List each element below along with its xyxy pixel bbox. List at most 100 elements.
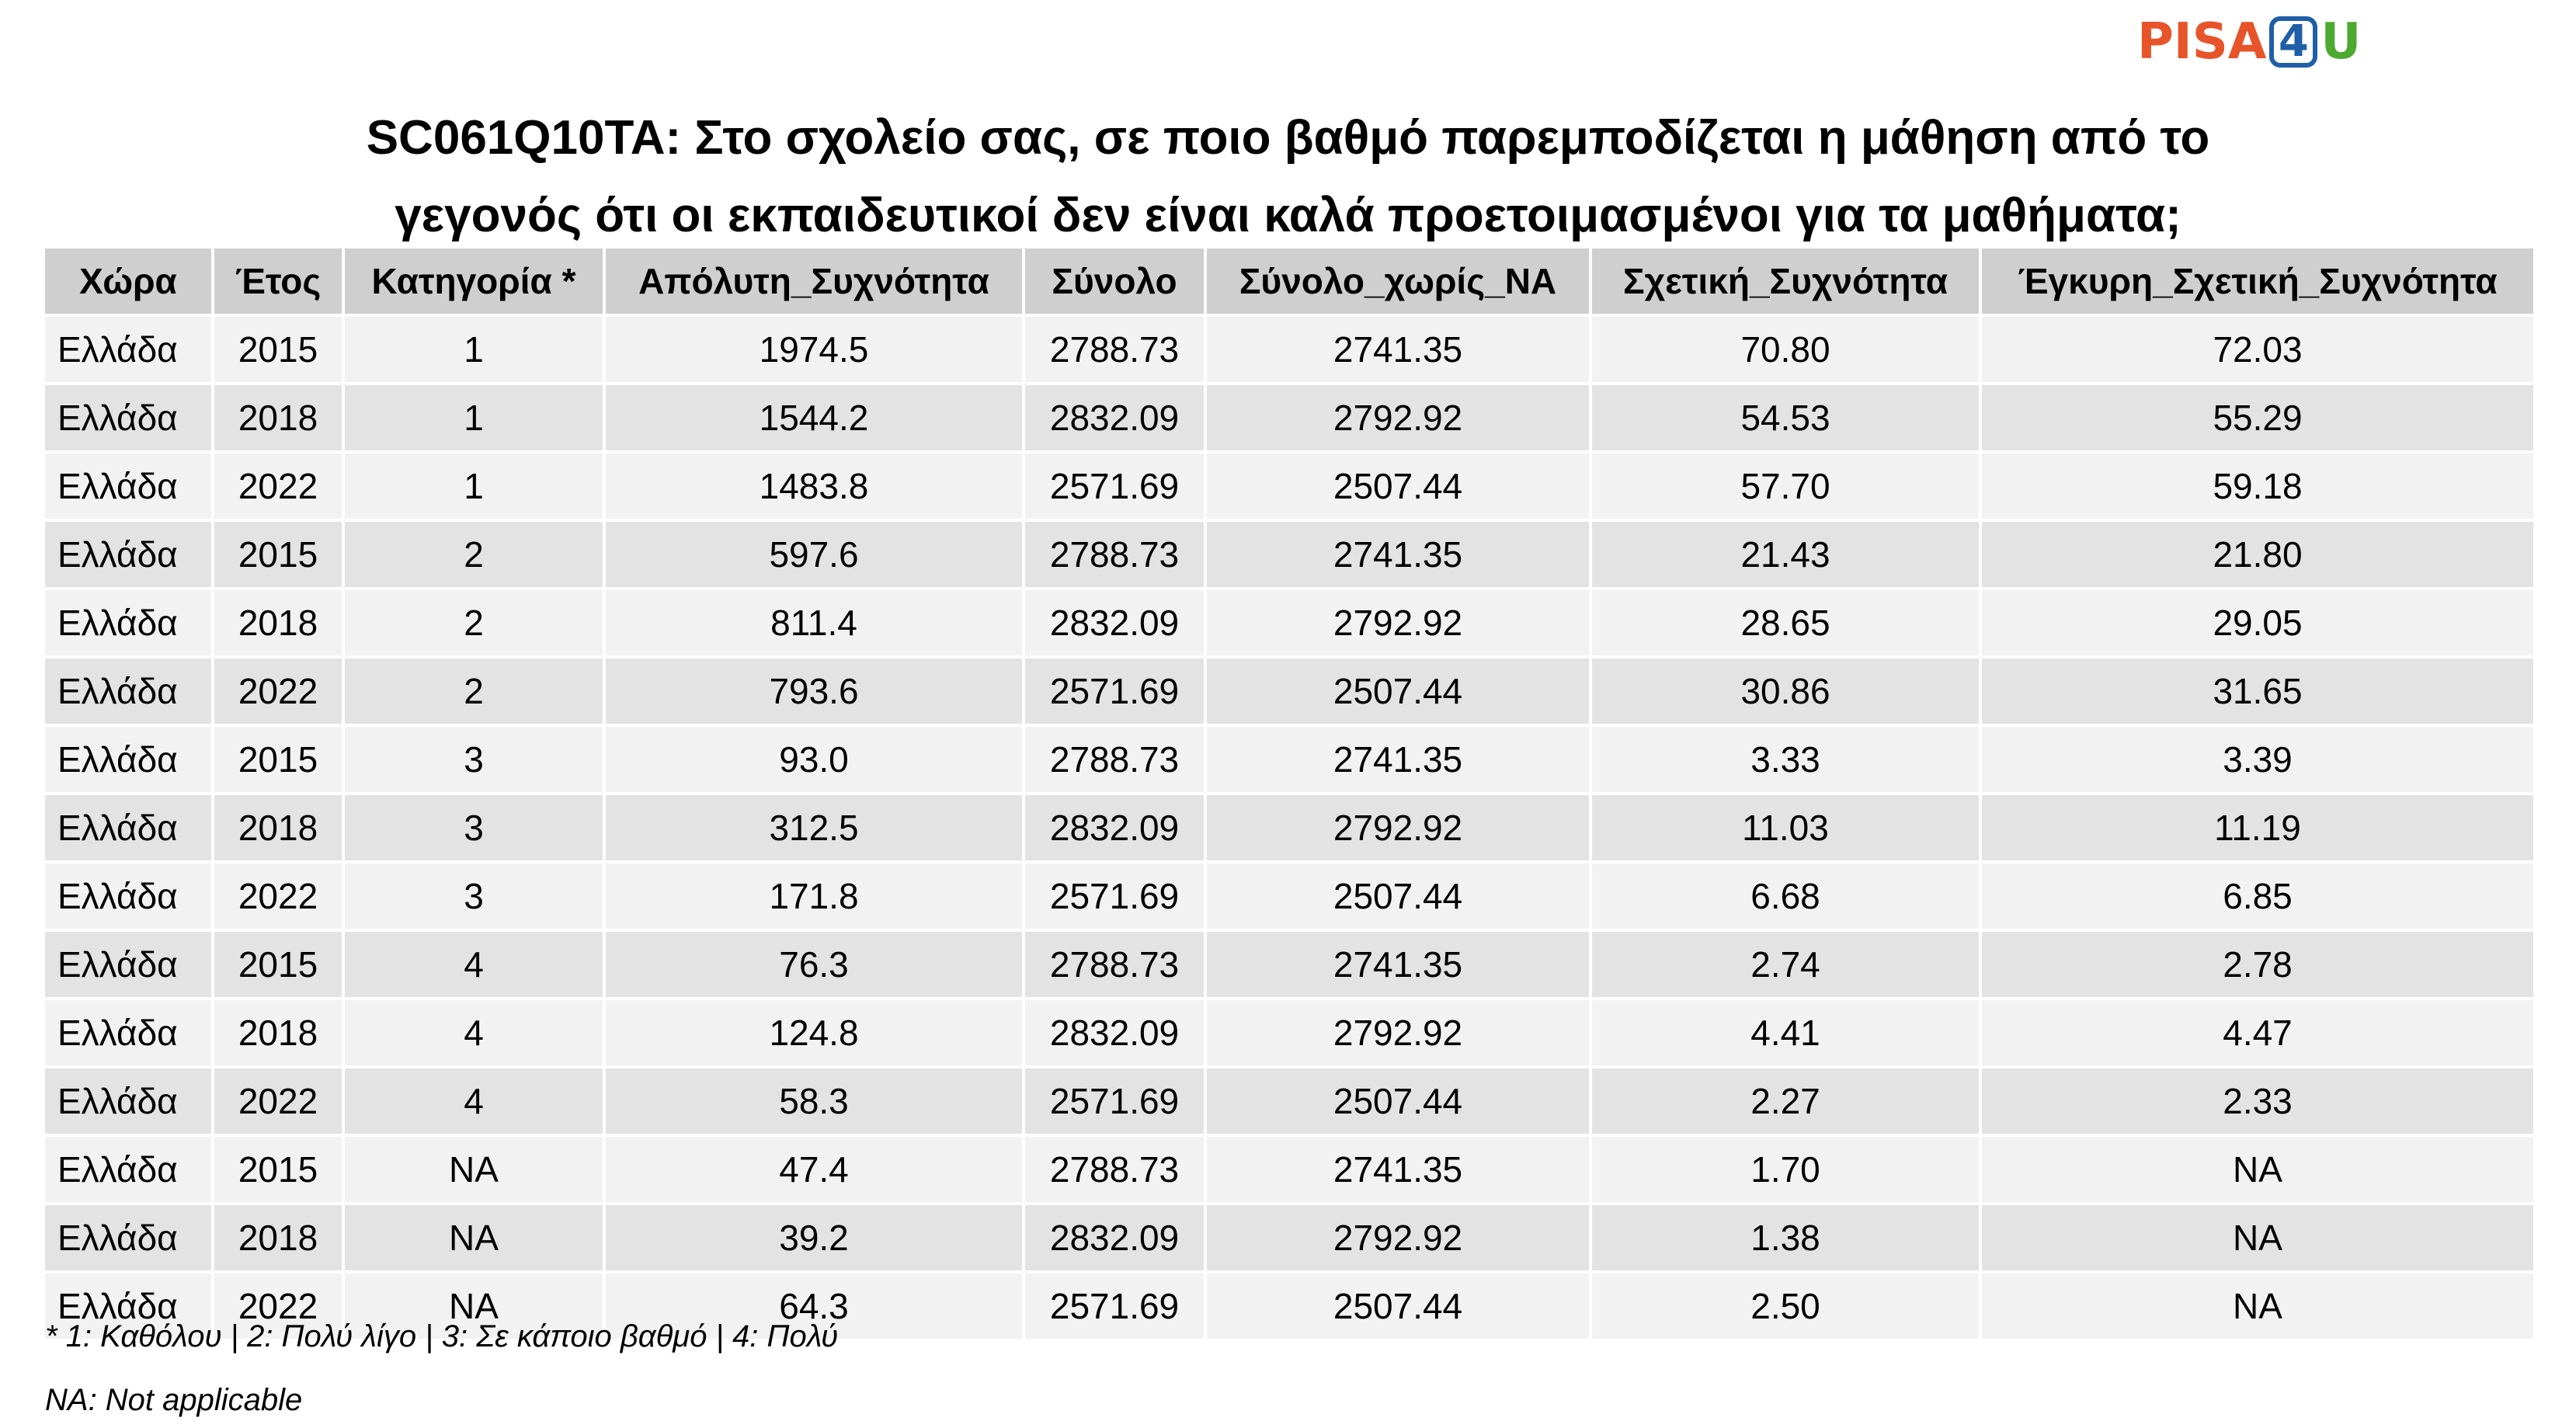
- table-cell-total-without-na: 2741.35: [1205, 315, 1592, 385]
- table-cell-valid-relative-frequency: 59.18: [1980, 452, 2533, 522]
- table-cell-total: 2571.69: [1024, 1272, 1207, 1342]
- table-cell-country: Ελλάδα: [45, 384, 214, 453]
- table-cell-country: Ελλάδα: [45, 589, 214, 658]
- table-cell-total-without-na: 2792.92: [1205, 1204, 1592, 1273]
- table-body: Ελλάδα 2015 1 1974.5 2788.73 2741.35 70.80 72.0…: [45, 315, 2533, 1342]
- table-cell-absolute-frequency: 811.4: [604, 589, 1025, 658]
- table-cell-category: 1: [343, 315, 606, 385]
- table-cell-valid-relative-frequency: 72.03: [1980, 315, 2533, 385]
- table-cell-absolute-frequency: 76.3: [604, 930, 1025, 1000]
- table-cell-country: Ελλάδα: [45, 930, 214, 1000]
- table-cell-relative-frequency: 21.43: [1590, 520, 1982, 590]
- table-cell-relative-frequency: 1.38: [1590, 1204, 1982, 1273]
- table-cell-year: 2015: [213, 520, 345, 590]
- table-cell-relative-frequency: 54.53: [1590, 384, 1982, 453]
- column-header-relative-frequency: Σχετική_Συχνότητα: [1590, 248, 1982, 317]
- table-cell-absolute-frequency: 793.6: [604, 657, 1025, 727]
- table-row: Ελλάδα 2015 4 76.3 2788.73 2741.35 2.74 2.78: [45, 930, 2533, 1000]
- table-cell-total-without-na: 2507.44: [1205, 657, 1592, 727]
- table-cell-year: 2015: [213, 725, 345, 795]
- table-cell-absolute-frequency: 1974.5: [604, 315, 1025, 385]
- table-cell-country: Ελλάδα: [45, 1272, 214, 1342]
- table-row: Ελλάδα 2018 1 1544.2 2832.09 2792.92 54.53 55.2…: [45, 384, 2533, 453]
- table-cell-year: 2015: [213, 1135, 345, 1205]
- table-cell-relative-frequency: 70.80: [1590, 315, 1982, 385]
- table-cell-valid-relative-frequency: NA: [1980, 1135, 2533, 1205]
- table-row: Ελλάδα 2022 3 171.8 2571.69 2507.44 6.68 6.85: [45, 862, 2533, 932]
- table-cell-year: 2018: [213, 794, 345, 863]
- table-cell-valid-relative-frequency: 29.05: [1980, 589, 2533, 658]
- table-cell-relative-frequency: 4.41: [1590, 999, 1982, 1068]
- table-cell-valid-relative-frequency: 2.78: [1980, 930, 2533, 1000]
- title-line-2: γεγονός ότι οι εκπαιδευτικοί δεν είναι κ…: [395, 189, 2181, 242]
- table-cell-relative-frequency: 57.70: [1590, 452, 1982, 522]
- table-row: Ελλάδα 2022 2 793.6 2571.69 2507.44 30.86 31.65: [45, 657, 2533, 727]
- table-cell-year: 2015: [213, 930, 345, 1000]
- table-cell-category: 3: [343, 725, 606, 795]
- frequency-table: Χώρα Έτος Κατηγορία * Απόλυτη_Συχνότητα Σύνο…: [45, 248, 2533, 1342]
- table-cell-absolute-frequency: 47.4: [604, 1135, 1025, 1205]
- table-cell-total-without-na: 2507.44: [1205, 452, 1592, 522]
- table-row: Ελλάδα 2022 NA 64.3 2571.69 2507.44 2.50 NA: [45, 1272, 2533, 1342]
- table-cell-relative-frequency: 1.70: [1590, 1135, 1982, 1205]
- table-cell-absolute-frequency: 1483.8: [604, 452, 1025, 522]
- table-row: Ελλάδα 2015 1 1974.5 2788.73 2741.35 70.80 72.0…: [45, 315, 2533, 385]
- logo-pisa-text: PISA: [2137, 13, 2267, 71]
- table-cell-category: 3: [343, 862, 606, 932]
- table-cell-relative-frequency: 28.65: [1590, 589, 1982, 658]
- table-cell-absolute-frequency: 93.0: [604, 725, 1025, 795]
- table-cell-total: 2832.09: [1024, 1204, 1207, 1273]
- table-cell-total-without-na: 2792.92: [1205, 999, 1592, 1068]
- table-cell-category: 4: [343, 1067, 606, 1137]
- table-cell-absolute-frequency: 171.8: [604, 862, 1025, 932]
- table-cell-category: 2: [343, 520, 606, 590]
- logo-u-text: U: [2320, 13, 2362, 71]
- table-cell-valid-relative-frequency: 2.33: [1980, 1067, 2533, 1137]
- table-cell-year: 2015: [213, 315, 345, 385]
- pisa4u-logo: PISA 4 U: [2137, 11, 2361, 73]
- table-cell-country: Ελλάδα: [45, 520, 214, 590]
- table-cell-total: 2832.09: [1024, 589, 1207, 658]
- table-cell-relative-frequency: 2.27: [1590, 1067, 1982, 1137]
- table-cell-total-without-na: 2507.44: [1205, 1272, 1592, 1342]
- table-cell-absolute-frequency: 1544.2: [604, 384, 1025, 453]
- table-cell-relative-frequency: 2.74: [1590, 930, 1982, 1000]
- table-cell-total: 2788.73: [1024, 520, 1207, 590]
- table-cell-total-without-na: 2741.35: [1205, 520, 1592, 590]
- table-cell-total: 2832.09: [1024, 794, 1207, 863]
- table-cell-absolute-frequency: 597.6: [604, 520, 1025, 590]
- table-cell-year: 2022: [213, 1272, 345, 1342]
- table-cell-year: 2018: [213, 589, 345, 658]
- table-cell-valid-relative-frequency: 55.29: [1980, 384, 2533, 453]
- table-cell-year: 2018: [213, 999, 345, 1068]
- table-cell-country: Ελλάδα: [45, 725, 214, 795]
- column-header-year: Έτος: [213, 248, 345, 317]
- table-cell-valid-relative-frequency: 31.65: [1980, 657, 2533, 727]
- table-header-row: Χώρα Έτος Κατηγορία * Απόλυτη_Συχνότητα Σύνο…: [45, 248, 2533, 317]
- table-cell-category: 4: [343, 930, 606, 1000]
- table-cell-total: 2832.09: [1024, 999, 1207, 1068]
- table-cell-absolute-frequency: 312.5: [604, 794, 1025, 863]
- table-row: Ελλάδα 2022 4 58.3 2571.69 2507.44 2.27 2.33: [45, 1067, 2533, 1137]
- table-cell-relative-frequency: 6.68: [1590, 862, 1982, 932]
- table-cell-total-without-na: 2792.92: [1205, 794, 1592, 863]
- category-legend-note: * 1: Καθόλου | 2: Πολύ λίγο | 3: Σε κάπο…: [45, 1319, 839, 1353]
- table-cell-category: 2: [343, 657, 606, 727]
- table-row: Ελλάδα 2018 NA 39.2 2832.09 2792.92 1.38 NA: [45, 1204, 2533, 1273]
- table-cell-total: 2788.73: [1024, 1135, 1207, 1205]
- column-header-country: Χώρα: [45, 248, 214, 317]
- table-cell-relative-frequency: 2.50: [1590, 1272, 1982, 1342]
- table-cell-category: 1: [343, 452, 606, 522]
- table-cell-category: NA: [343, 1272, 606, 1342]
- table-cell-relative-frequency: 3.33: [1590, 725, 1982, 795]
- table-cell-absolute-frequency: 64.3: [604, 1272, 1025, 1342]
- title-line-1: SC061Q10TA: Στο σχολείο σας, σε ποιο βαθ…: [366, 111, 2210, 165]
- table-cell-country: Ελλάδα: [45, 452, 214, 522]
- table-cell-year: 2022: [213, 452, 345, 522]
- page-title: SC061Q10TA: Στο σχολείο σας, σε ποιο βαθ…: [0, 99, 2576, 255]
- table-cell-year: 2018: [213, 384, 345, 453]
- table-cell-absolute-frequency: 39.2: [604, 1204, 1025, 1273]
- table-cell-year: 2022: [213, 657, 345, 727]
- table-cell-category: 2: [343, 589, 606, 658]
- table-row: Ελλάδα 2015 NA 47.4 2788.73 2741.35 1.70 NA: [45, 1135, 2533, 1205]
